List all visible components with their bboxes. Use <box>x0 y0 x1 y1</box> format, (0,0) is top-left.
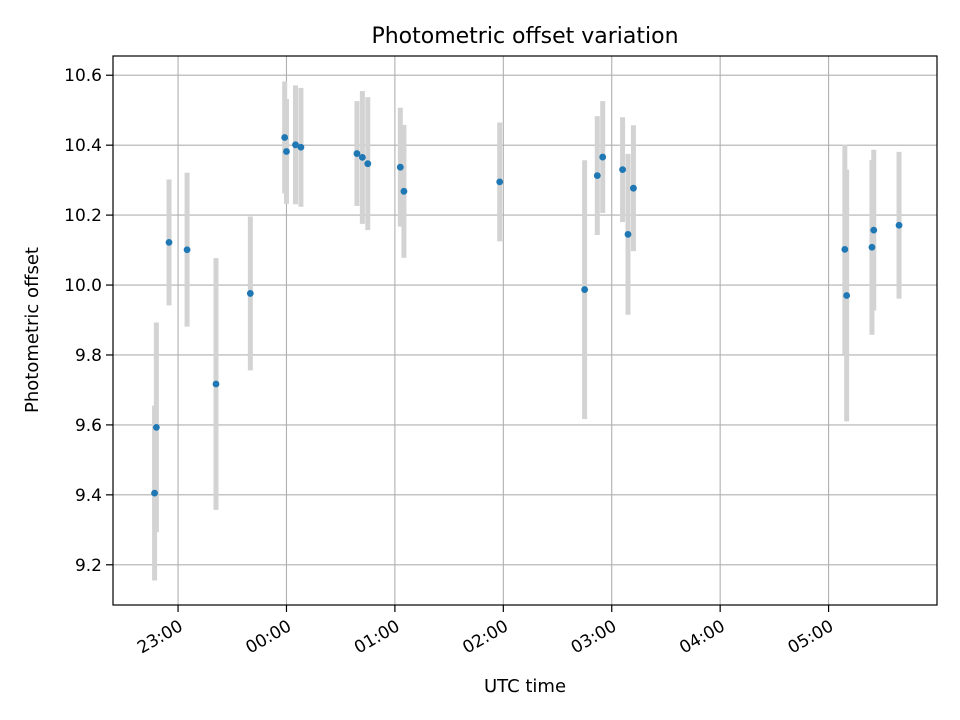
data-point <box>151 489 158 497</box>
data-point <box>281 134 289 141</box>
data-point <box>358 154 366 161</box>
data-points <box>151 134 903 497</box>
data-point <box>619 166 626 174</box>
data-point <box>496 178 504 186</box>
data-point <box>246 290 254 297</box>
y-tick-label: 10.2 <box>64 206 102 226</box>
data-point <box>297 143 305 151</box>
y-tick-label: 10.6 <box>64 66 102 86</box>
plot-frame <box>112 55 938 606</box>
data-point <box>843 292 851 299</box>
data-point <box>396 163 404 171</box>
chart-title: Photometric offset variation <box>371 24 678 49</box>
data-point <box>868 243 876 251</box>
data-point <box>581 286 589 293</box>
data-point <box>212 380 220 388</box>
y-tick-label: 9.6 <box>75 416 102 436</box>
data-point <box>870 226 878 234</box>
data-point <box>599 153 607 161</box>
y-tick-label: 10.0 <box>64 276 102 296</box>
data-point <box>292 141 299 149</box>
y-tick-label: 10.4 <box>64 136 102 156</box>
data-point <box>630 184 637 192</box>
data-point <box>283 148 290 155</box>
y-tick-label: 9.4 <box>75 486 102 506</box>
data-point <box>400 187 408 195</box>
data-point <box>841 245 849 253</box>
y-tick-label: 9.2 <box>75 556 102 576</box>
y-axis: 9.2 9.4 9.6 9.8 10.0 10.2 10.4 10.6 <box>64 66 113 576</box>
data-point <box>895 221 903 229</box>
data-point <box>353 150 361 157</box>
data-point <box>593 172 601 179</box>
data-point <box>364 160 372 168</box>
data-point <box>152 423 160 431</box>
data-point <box>624 230 632 238</box>
data-point <box>165 238 173 246</box>
data-point <box>183 246 191 254</box>
y-axis-label: Photometric offset <box>22 247 43 413</box>
y-tick-label: 9.8 <box>75 346 102 366</box>
x-axis-label: UTC time <box>484 676 566 697</box>
